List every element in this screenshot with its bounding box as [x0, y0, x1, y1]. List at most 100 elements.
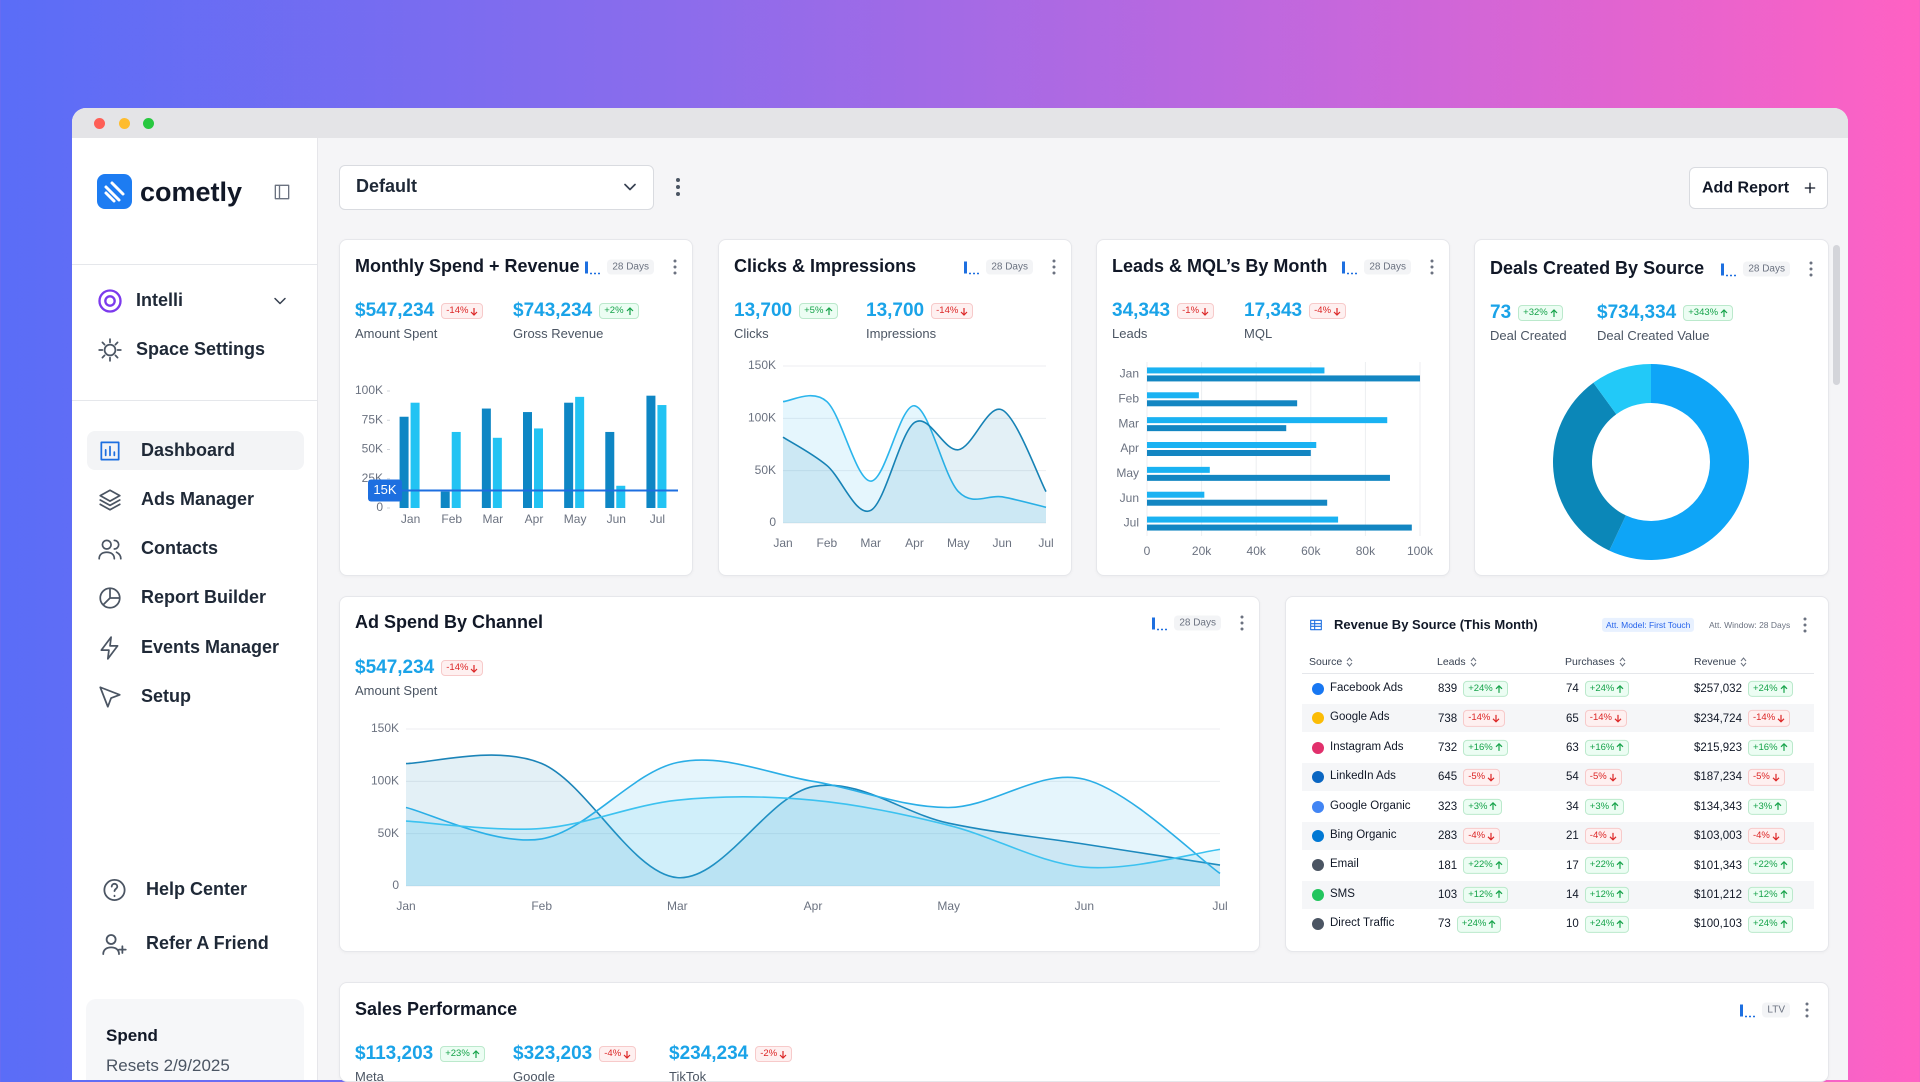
space-settings[interactable]: Space Settings [136, 339, 266, 360]
x-tick-label: Apr [905, 536, 924, 550]
card-title: Monthly Spend + Revenue [355, 256, 580, 277]
menu-dot [1803, 617, 1807, 621]
chart-card: Monthly Spend + Revenue 28 Days $547,234 -1… [339, 239, 693, 576]
nav-icon [98, 539, 122, 560]
more-menu[interactable] [1804, 1002, 1810, 1018]
nav-item[interactable]: Dashboard [141, 440, 236, 461]
footer-link[interactable]: Refer A Friend [146, 933, 269, 954]
close-button[interactable] [94, 118, 105, 129]
view-dropdown[interactable]: Default [339, 165, 654, 210]
workspace-name[interactable]: Intelli [136, 290, 184, 311]
attribution-badge[interactable]: Att. Model: First Touch [1602, 617, 1695, 633]
change-badge: -14% [1747, 710, 1791, 727]
column-header[interactable]: Purchases [1565, 656, 1626, 668]
column-header[interactable]: Revenue [1694, 656, 1747, 668]
bar [564, 402, 574, 508]
metric-value: 732 [1438, 741, 1458, 754]
change-badge: -5% [1747, 769, 1785, 786]
bar [1147, 400, 1298, 407]
kpi-label: Clicks [734, 326, 769, 342]
metric-value: $101,212 [1694, 888, 1742, 901]
nav-item[interactable]: Contacts [141, 538, 219, 559]
arrow-shape [1333, 307, 1341, 316]
change-text: -5% [1752, 771, 1770, 783]
brand-mark [104, 181, 125, 203]
more-menu[interactable] [1051, 259, 1057, 275]
more-menu[interactable] [672, 259, 678, 275]
kpi-value: $547,234 [355, 657, 435, 678]
sort-icon [1346, 657, 1353, 667]
change-arrow [1609, 832, 1617, 841]
more-menu[interactable] [1239, 615, 1245, 631]
attribution-badge[interactable]: Att. Window: 28 Days [1709, 619, 1791, 630]
arrow-shape [1611, 802, 1619, 811]
source-icon [1312, 888, 1324, 901]
arrow-shape [1614, 714, 1622, 723]
more-menu[interactable] [1802, 617, 1808, 633]
nav-icon [100, 636, 119, 660]
series-line [405, 759, 1221, 875]
period-badge[interactable]: 28 Days [584, 259, 654, 275]
period-text: LTV [1762, 1002, 1790, 1018]
sort-shape [1619, 657, 1625, 667]
nav-item[interactable]: Ads Manager [141, 489, 255, 510]
nav-active-highlight [87, 431, 304, 470]
bar [523, 412, 532, 508]
kpi-label: Leads [1112, 326, 1148, 342]
change-badge: +24% [1747, 916, 1793, 933]
nav-item[interactable]: Setup [141, 686, 192, 707]
nav-item[interactable]: Report Builder [141, 587, 267, 608]
source-name: Facebook Ads [1330, 682, 1403, 695]
change-arrow [1780, 684, 1787, 693]
nav-icon-shape [100, 636, 119, 660]
series-line [405, 796, 1221, 869]
bar [1147, 466, 1210, 473]
card-title: Sales Performance [355, 999, 518, 1020]
period-badge[interactable]: 28 Days [963, 259, 1033, 275]
period-badge[interactable]: 28 Days [1341, 259, 1411, 275]
x-tick-label: Apr [804, 899, 823, 913]
more-menu[interactable] [1429, 259, 1435, 275]
change-text: -14% [1752, 712, 1776, 724]
table-title: Revenue By Source (This Month) [1334, 617, 1538, 633]
metric-value: 738 [1438, 712, 1458, 725]
more-menu[interactable] [1808, 261, 1814, 277]
change-text: +3% [1589, 800, 1610, 812]
source-icon [1312, 800, 1324, 813]
period-badge[interactable]: 28 Days [1720, 261, 1790, 277]
minimize-button[interactable] [119, 118, 130, 129]
menu-dot [1803, 623, 1807, 627]
arrow-shape [1487, 832, 1495, 841]
workspace-chevron-shape [274, 297, 286, 305]
period-badge[interactable]: LTV [1739, 1002, 1790, 1018]
kpi-label: Gross Revenue [513, 326, 604, 342]
menu-dot [1809, 267, 1813, 271]
change-badge: +3% [1584, 798, 1625, 815]
bar [1147, 392, 1199, 399]
kpi-label: Amount Spent [355, 683, 438, 699]
scrollbar[interactable] [1833, 245, 1840, 385]
nav-item[interactable]: Events Manager [141, 637, 280, 658]
change-badge: -5% [1463, 769, 1501, 786]
collapse-sidebar[interactable] [272, 182, 292, 202]
column-header[interactable]: Source [1309, 656, 1353, 668]
bar [399, 416, 409, 508]
menu-dot [676, 185, 680, 189]
change-badge: +16% [1747, 739, 1793, 756]
add-report-button[interactable]: Add Report [1689, 167, 1828, 209]
column-header[interactable]: Leads [1437, 656, 1477, 668]
change-arrow [1777, 714, 1785, 723]
change-text: +22% [1752, 859, 1778, 871]
footer-link[interactable]: Help Center [146, 879, 248, 900]
menu-dot [1809, 261, 1813, 265]
table-icon-shape [1310, 619, 1322, 631]
change-badge: -4% [1463, 827, 1501, 845]
maximize-button[interactable] [143, 118, 154, 129]
period-badge[interactable]: 28 Days [1151, 615, 1221, 631]
metric-value: 645 [1438, 771, 1458, 784]
toolbar-menu[interactable] [675, 177, 681, 197]
reference-label-box [368, 479, 402, 502]
source-icon [1312, 712, 1324, 725]
